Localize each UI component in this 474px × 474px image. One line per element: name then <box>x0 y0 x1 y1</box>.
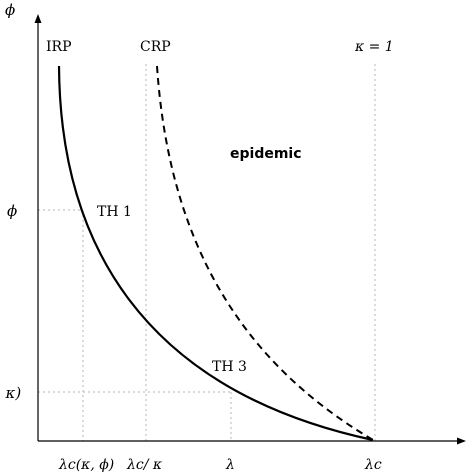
label-kappa-one: κ = 1 <box>354 39 394 55</box>
label-crp: CRP <box>140 39 171 55</box>
crp-threshold-curve <box>156 65 374 441</box>
annotation-th1: TH 1 <box>97 204 132 220</box>
y-tick-phi: ϕ <box>7 202 17 220</box>
y-axis-label: ϕ <box>5 1 15 19</box>
x-tick-lambda-c: λc <box>364 457 382 473</box>
axes <box>34 14 466 445</box>
x-axis-arrowhead <box>457 437 466 445</box>
x-tick-lambda-c-kappa-phi: λc(κ, ϕ) <box>58 457 114 473</box>
annotation-th3: TH 3 <box>212 359 247 375</box>
label-irp: IRP <box>46 39 72 55</box>
y-axis-arrowhead <box>34 14 42 23</box>
x-tick-lambda-c-over-kappa: λc/ κ <box>126 457 162 473</box>
x-tick-lambda: λ <box>225 457 235 473</box>
region-label-epidemic: epidemic <box>230 146 302 162</box>
y-tick-lower: , κ) <box>0 384 21 402</box>
curves <box>57 65 374 442</box>
irp-threshold-curve <box>57 65 374 442</box>
guide-lines <box>38 64 376 441</box>
